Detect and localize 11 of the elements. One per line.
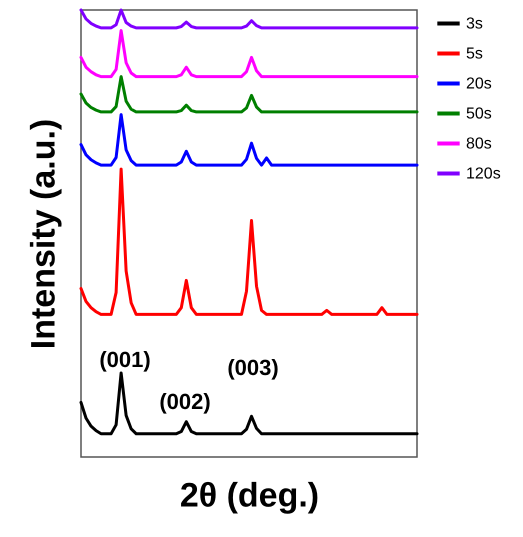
annotation: (002) (159, 389, 211, 414)
legend-label: 20s (466, 76, 492, 92)
legend-label: 120s (466, 166, 501, 182)
annotation: (001) (99, 347, 151, 372)
legend-label: 50s (466, 106, 492, 122)
legend-label: 5s (466, 46, 483, 62)
legend-label: 3s (466, 16, 483, 32)
annotation: (003) (227, 355, 279, 380)
y-axis-title: Intensity (a.u.) (24, 118, 62, 350)
legend-label: 80s (466, 136, 492, 152)
x-axis-title: 2θ (deg.) (180, 476, 320, 514)
